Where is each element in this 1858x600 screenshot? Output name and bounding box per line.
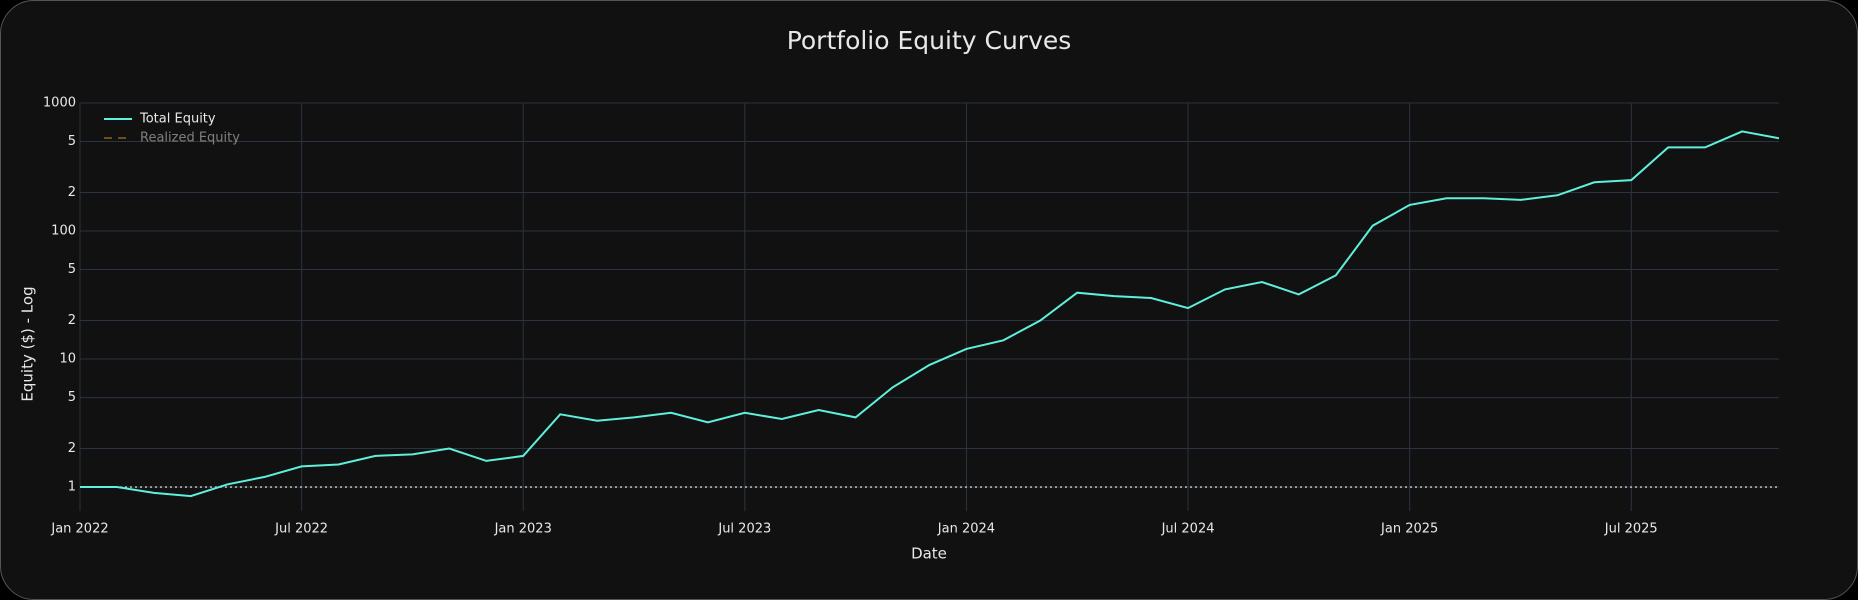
x-tick-label: Jan 2024	[937, 522, 995, 537]
y-tick-label: 5	[68, 134, 76, 149]
legend-label[interactable]: Total Equity	[139, 112, 216, 127]
y-tick-label: 10	[59, 352, 76, 367]
y-tick-label: 2	[68, 185, 76, 200]
x-tick-label: Jan 2022	[50, 522, 108, 537]
legend-label[interactable]: Realized Equity	[140, 131, 240, 146]
y-tick-label: 5	[68, 262, 76, 277]
x-tick-label: Jul 2022	[274, 522, 328, 537]
x-tick-label: Jul 2024	[1161, 522, 1215, 537]
y-tick-label: 5	[68, 390, 76, 405]
x-tick-label: Jan 2025	[1380, 522, 1438, 537]
chart-title: Portfolio Equity Curves	[787, 26, 1072, 55]
x-tick-label: Jul 2025	[1604, 522, 1658, 537]
y-axis-label: Equity ($) - Log	[19, 286, 37, 401]
x-tick-label: Jul 2023	[717, 522, 771, 537]
x-tick-label: Jan 2023	[494, 522, 552, 537]
y-tick-label: 100	[51, 224, 76, 239]
y-tick-label: 1000	[43, 96, 76, 111]
y-tick-label: 2	[68, 313, 76, 328]
y-tick-label: 2	[68, 441, 76, 456]
y-tick-label: 1	[68, 480, 76, 495]
x-axis-label: Date	[911, 545, 947, 563]
equity-line	[80, 130, 1780, 498]
